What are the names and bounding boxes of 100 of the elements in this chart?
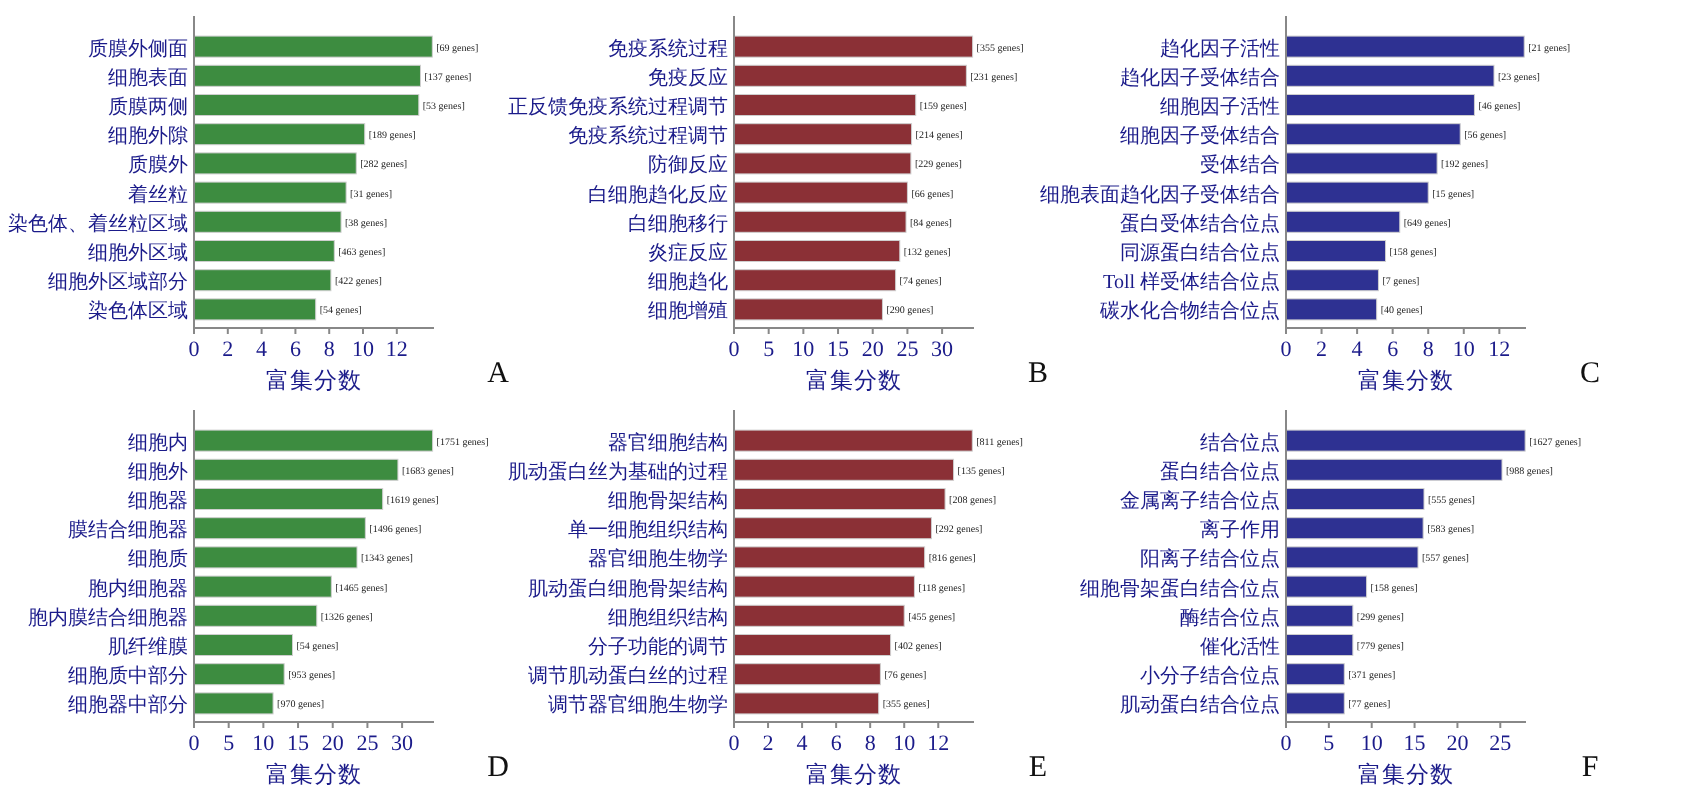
bar bbox=[1285, 269, 1379, 292]
y-tick-label: 免疫系统过程 bbox=[608, 36, 728, 61]
bar bbox=[733, 93, 917, 117]
y-tick-label: 结合位点 bbox=[1200, 430, 1280, 455]
x-tick-label: 0 bbox=[728, 338, 741, 362]
bar bbox=[193, 575, 332, 598]
y-tick-label: 肌纤维膜 bbox=[108, 635, 188, 659]
x-axis-title: 富集分数 bbox=[1358, 366, 1454, 394]
y-tick-label: 器官细胞生物学 bbox=[588, 547, 728, 572]
bar bbox=[193, 123, 366, 146]
bar bbox=[733, 35, 974, 58]
y-tick-label: 细胞外 bbox=[128, 459, 188, 484]
bar bbox=[1285, 575, 1368, 598]
x-tick-label: 0 bbox=[728, 732, 741, 756]
y-tick-label: 质膜外 bbox=[128, 153, 188, 178]
y-tick-label: 染色体、着丝粒区域 bbox=[8, 211, 188, 236]
y-tick-label: 免疫反应 bbox=[648, 65, 728, 90]
bar bbox=[193, 487, 384, 511]
x-tick-label: 25 bbox=[1489, 732, 1513, 756]
x-axis-title: 富集分数 bbox=[806, 366, 902, 394]
y-tick-label: 细胞表面趋化因子受体结合 bbox=[1040, 182, 1280, 207]
x-tick-label: 12 bbox=[1488, 338, 1511, 362]
y-tick-label: 膜结合细胞器 bbox=[68, 518, 188, 543]
y-tick-label: 细胞外隙 bbox=[108, 124, 188, 149]
y-tick-label: Toll 样受体结合位点 bbox=[1103, 270, 1280, 295]
x-tick-label: 12 bbox=[927, 732, 950, 756]
y-tick-label: 细胞骨架结构 bbox=[608, 489, 728, 513]
y-tick-label: 着丝粒 bbox=[128, 182, 188, 207]
y-tick-label: 趋化因子受体结合 bbox=[1120, 65, 1280, 90]
y-tick-label: 细胞质 bbox=[128, 547, 188, 572]
y-tick-label: 炎症反应 bbox=[648, 241, 728, 265]
x-tick-label: 10 bbox=[1360, 732, 1384, 756]
bar bbox=[193, 517, 366, 540]
bar bbox=[733, 210, 907, 233]
bar bbox=[1285, 181, 1429, 204]
y-tick-label: 白细胞移行 bbox=[628, 211, 728, 236]
text: C bbox=[1579, 358, 1601, 390]
x-tick-label: 15 bbox=[1403, 732, 1427, 756]
y-tick-label: 细胞器 bbox=[128, 489, 188, 513]
x-tick-label: 10 bbox=[1452, 338, 1476, 362]
text: B bbox=[1027, 358, 1049, 390]
bar bbox=[1285, 210, 1401, 233]
y-tick-label: 白细胞趋化反应 bbox=[588, 182, 728, 207]
bar bbox=[193, 633, 293, 657]
y-tick-label: 胞内膜结合细胞器 bbox=[28, 605, 188, 630]
bar bbox=[733, 604, 905, 627]
bar bbox=[1285, 692, 1345, 715]
bar bbox=[733, 123, 913, 146]
x-tick-label: 15 bbox=[287, 732, 311, 756]
bar bbox=[193, 663, 285, 686]
text: E bbox=[1028, 752, 1048, 784]
bar bbox=[1285, 546, 1419, 569]
x-tick-label: 4 bbox=[1351, 338, 1364, 362]
x-tick-label: 20 bbox=[321, 732, 345, 756]
bar bbox=[1285, 458, 1503, 481]
bar bbox=[1285, 35, 1525, 58]
bar bbox=[1285, 298, 1378, 321]
y-tick-label: 质膜两侧 bbox=[108, 95, 188, 119]
y-tick-label: 受体结合 bbox=[1200, 153, 1280, 178]
bar bbox=[1285, 604, 1354, 627]
y-tick-label: 细胞外区域部分 bbox=[48, 270, 188, 295]
text: D bbox=[487, 752, 510, 784]
y-tick-label: 离子作用 bbox=[1200, 518, 1280, 543]
bar bbox=[193, 604, 318, 627]
x-tick-label: 4 bbox=[256, 338, 269, 362]
bar bbox=[733, 152, 912, 175]
y-tick-label: 器官细胞结构 bbox=[608, 430, 728, 455]
bar bbox=[193, 692, 274, 715]
bar bbox=[193, 93, 420, 117]
x-axis-title: 富集分数 bbox=[806, 760, 902, 788]
x-tick-label: 4 bbox=[796, 732, 809, 756]
x-tick-label: 10 bbox=[893, 732, 917, 756]
bar bbox=[193, 269, 332, 292]
x-tick-label: 5 bbox=[1323, 732, 1336, 756]
bar bbox=[1285, 239, 1387, 263]
x-tick-label: 6 bbox=[1387, 338, 1400, 362]
y-tick-label: 细胞表面 bbox=[108, 65, 188, 90]
y-tick-label: 细胞因子受体结合 bbox=[1120, 124, 1280, 149]
y-tick-label: 免疫系统过程调节 bbox=[568, 124, 728, 149]
y-tick-label: 细胞增殖 bbox=[648, 299, 728, 324]
x-tick-label: 30 bbox=[391, 732, 415, 756]
x-tick-label: 25 bbox=[356, 732, 380, 756]
y-tick-label: 趋化因子活性 bbox=[1160, 36, 1280, 61]
y-tick-label: 调节器官细胞生物学 bbox=[548, 693, 728, 718]
x-tick-label: 5 bbox=[763, 338, 776, 362]
bar bbox=[733, 429, 973, 452]
y-tick-label: 分子功能的调节 bbox=[588, 635, 728, 659]
y-tick-label: 单一细胞组织结构 bbox=[568, 518, 728, 543]
y-tick-label: 同源蛋白结合位点 bbox=[1120, 241, 1280, 265]
x-tick-label: 12 bbox=[385, 338, 408, 362]
y-tick-label: 蛋白结合位点 bbox=[1160, 459, 1280, 484]
bar bbox=[193, 458, 399, 481]
y-tick-label: 细胞内 bbox=[128, 430, 188, 455]
y-tick-label: 细胞质中部分 bbox=[68, 664, 188, 689]
x-tick-label: 2 bbox=[762, 732, 774, 756]
y-tick-label: 碳水化合物结合位点 bbox=[1098, 299, 1280, 324]
x-tick-label: 2 bbox=[1316, 338, 1328, 362]
y-tick-label: 肌动蛋白丝为基础的过程 bbox=[508, 459, 728, 484]
bar bbox=[193, 152, 357, 175]
x-tick-label: 25 bbox=[896, 338, 920, 362]
